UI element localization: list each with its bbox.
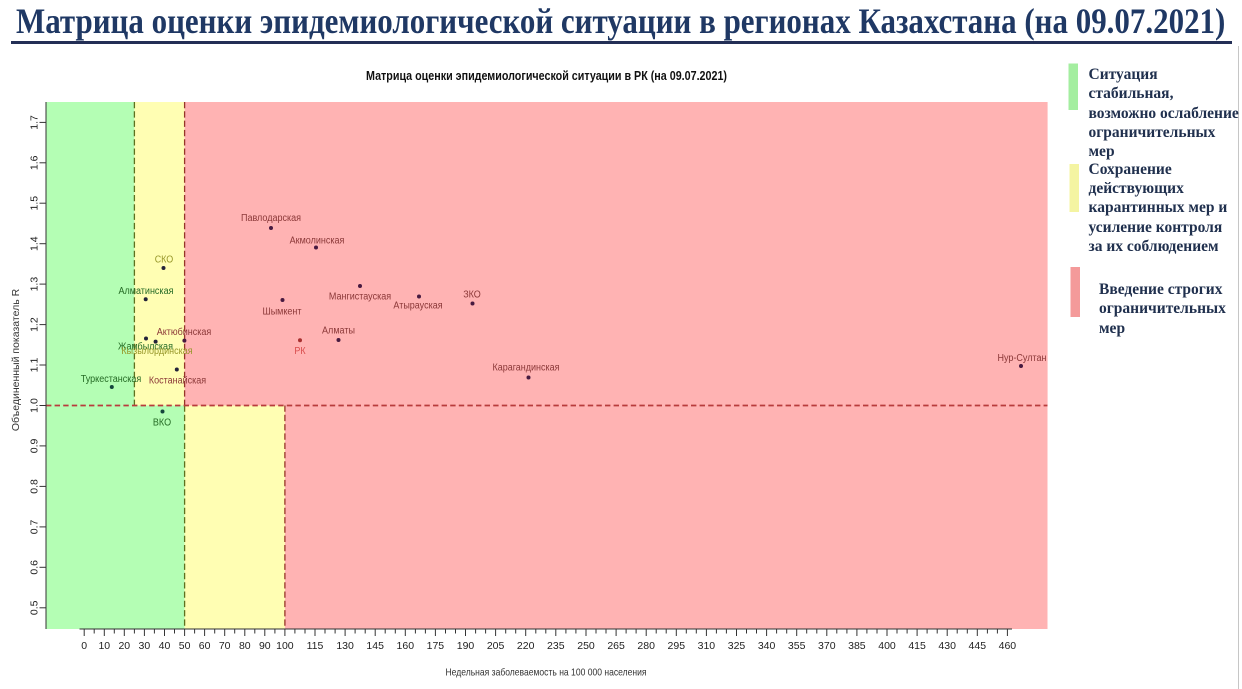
svg-text:1.6: 1.6 bbox=[28, 155, 40, 170]
svg-text:460: 460 bbox=[999, 640, 1017, 652]
svg-text:Мангистауская: Мангистауская bbox=[329, 292, 391, 303]
svg-text:Шымкент: Шымкент bbox=[262, 307, 301, 318]
svg-text:250: 250 bbox=[577, 640, 595, 652]
svg-text:0.7: 0.7 bbox=[28, 519, 40, 534]
svg-text:1.5: 1.5 bbox=[28, 196, 40, 211]
svg-text:Алматы: Алматы bbox=[322, 326, 355, 337]
svg-text:340: 340 bbox=[758, 640, 776, 652]
svg-text:1.1: 1.1 bbox=[28, 358, 40, 373]
svg-text:Недельная заболеваемость на 10: Недельная заболеваемость на 100 000 насе… bbox=[446, 667, 647, 679]
svg-text:295: 295 bbox=[668, 640, 686, 652]
svg-text:Акмолинская: Акмолинская bbox=[290, 236, 345, 247]
svg-text:РК: РК bbox=[294, 346, 305, 357]
svg-text:280: 280 bbox=[637, 640, 655, 652]
svg-text:Атырауская: Атырауская bbox=[393, 301, 442, 312]
svg-text:90: 90 bbox=[259, 640, 271, 652]
svg-text:80: 80 bbox=[239, 640, 251, 652]
svg-text:115: 115 bbox=[307, 640, 324, 652]
svg-text:Павлодарская: Павлодарская bbox=[241, 213, 301, 224]
svg-text:1.7: 1.7 bbox=[28, 115, 40, 130]
svg-text:100: 100 bbox=[276, 640, 294, 652]
svg-text:Кызылординская: Кызылординская bbox=[121, 346, 192, 357]
svg-text:Актюбинская: Актюбинская bbox=[157, 326, 212, 338]
svg-text:145: 145 bbox=[366, 640, 384, 652]
svg-text:СКО: СКО bbox=[155, 255, 174, 266]
svg-text:130: 130 bbox=[336, 640, 354, 652]
svg-text:20: 20 bbox=[118, 640, 130, 652]
svg-text:0: 0 bbox=[81, 640, 87, 652]
svg-text:0.6: 0.6 bbox=[28, 560, 40, 575]
svg-text:445: 445 bbox=[969, 640, 987, 652]
svg-text:415: 415 bbox=[908, 640, 926, 652]
svg-text:235: 235 bbox=[547, 640, 565, 652]
svg-text:205: 205 bbox=[487, 640, 505, 652]
svg-text:310: 310 bbox=[698, 640, 716, 652]
svg-text:Костанайская: Костанайская bbox=[149, 376, 206, 387]
svg-text:1.4: 1.4 bbox=[28, 236, 40, 251]
svg-text:50: 50 bbox=[179, 640, 191, 652]
svg-text:Объединенный показатель R: Объединенный показатель R bbox=[10, 288, 22, 431]
svg-text:175: 175 bbox=[427, 640, 445, 652]
svg-text:325: 325 bbox=[728, 640, 746, 652]
svg-text:370: 370 bbox=[818, 640, 836, 652]
svg-text:190: 190 bbox=[457, 640, 475, 652]
svg-text:60: 60 bbox=[199, 640, 211, 652]
svg-text:355: 355 bbox=[788, 640, 806, 652]
svg-text:0.5: 0.5 bbox=[28, 600, 40, 615]
svg-text:1.2: 1.2 bbox=[28, 317, 40, 332]
svg-text:0.8: 0.8 bbox=[28, 479, 40, 494]
svg-text:400: 400 bbox=[878, 640, 896, 652]
svg-text:70: 70 bbox=[219, 640, 231, 652]
svg-text:265: 265 bbox=[607, 640, 625, 652]
svg-text:ВКО: ВКО bbox=[153, 418, 171, 429]
svg-text:0.9: 0.9 bbox=[28, 438, 40, 453]
svg-text:1.0: 1.0 bbox=[28, 398, 40, 413]
svg-text:40: 40 bbox=[159, 640, 171, 652]
svg-text:Туркестанская: Туркестанская bbox=[81, 374, 142, 385]
svg-text:430: 430 bbox=[938, 640, 956, 652]
svg-text:385: 385 bbox=[848, 640, 866, 652]
svg-text:Жамбылская: Жамбылская bbox=[118, 341, 173, 353]
svg-text:10: 10 bbox=[98, 640, 110, 652]
svg-text:30: 30 bbox=[139, 640, 151, 652]
svg-text:Матрица оценки эпидемиологичес: Матрица оценки эпидемиологической ситуац… bbox=[366, 69, 727, 83]
svg-text:220: 220 bbox=[517, 640, 535, 652]
svg-text:ЗКО: ЗКО bbox=[463, 290, 481, 301]
svg-text:Карагандинская: Карагандинская bbox=[493, 363, 560, 374]
svg-text:Нур-Султан: Нур-Султан bbox=[998, 353, 1047, 364]
svg-text:160: 160 bbox=[397, 640, 415, 652]
svg-text:1.3: 1.3 bbox=[28, 277, 40, 292]
svg-text:Алматинская: Алматинская bbox=[119, 286, 174, 297]
